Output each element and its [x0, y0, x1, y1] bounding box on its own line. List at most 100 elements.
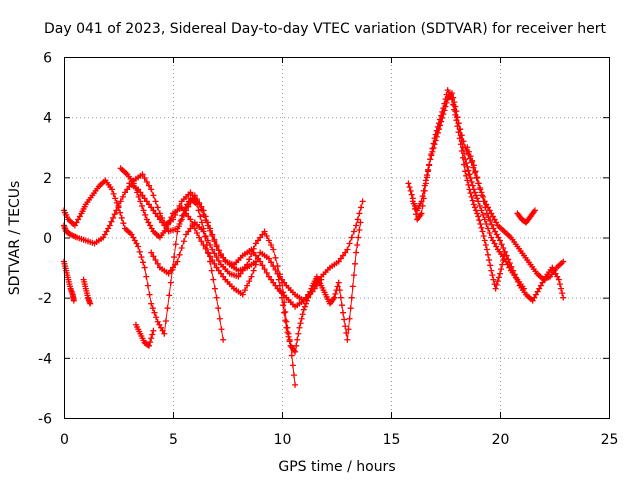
data-point-interp — [558, 285, 565, 292]
data-point-interp — [471, 204, 478, 211]
data-point — [549, 264, 556, 271]
data-point-interp — [494, 278, 501, 285]
data-point-interp — [439, 114, 446, 121]
data-point-interp — [207, 227, 214, 234]
data-point-interp — [348, 234, 355, 241]
data-point — [357, 219, 364, 226]
data-point — [139, 171, 146, 178]
data-point-interp — [191, 195, 198, 202]
data-point-interp — [176, 220, 183, 227]
y-tick-label: -6 — [38, 412, 52, 428]
data-point — [113, 207, 120, 214]
data-point-interp — [215, 267, 222, 274]
data-point-interp — [338, 302, 345, 309]
x-tick-label: 5 — [169, 432, 178, 448]
data-point-interp — [187, 199, 194, 206]
data-point-interp — [120, 220, 127, 227]
data-point-interp — [131, 237, 138, 244]
data-point-interp — [146, 201, 153, 208]
data-point-interp — [108, 218, 115, 225]
data-point-interp — [336, 287, 343, 294]
data-point-interp — [154, 260, 161, 267]
data-point-interp — [241, 287, 248, 294]
data-point-interp — [467, 175, 474, 182]
data-point-interp — [495, 234, 502, 241]
data-point-interp — [75, 216, 82, 223]
data-point-interp — [334, 283, 341, 290]
data-series — [61, 87, 567, 388]
data-point-interp — [171, 254, 178, 261]
data-point-interp — [341, 316, 348, 323]
data-point-interp — [145, 219, 152, 226]
data-point-interp — [474, 174, 481, 181]
data-point-interp — [112, 195, 119, 202]
data-point — [497, 270, 503, 277]
data-point — [279, 294, 285, 301]
data-point-interp — [304, 297, 311, 304]
data-point-interp — [272, 266, 279, 273]
data-point-interp — [505, 256, 512, 263]
data-point-interp — [152, 257, 159, 264]
data-point — [455, 120, 462, 127]
data-point-interp — [150, 253, 157, 260]
data-point-interp — [486, 229, 493, 236]
data-point — [464, 144, 471, 151]
data-point — [167, 279, 174, 286]
data-point-interp — [355, 234, 362, 241]
data-point-interp — [210, 276, 217, 283]
data-point-interp — [295, 330, 302, 337]
data-point-interp — [428, 152, 435, 159]
data-point-interp — [257, 234, 264, 241]
data-point-interp — [268, 276, 275, 283]
data-point — [488, 267, 495, 274]
data-point — [348, 294, 355, 301]
y-tick-label: -2 — [38, 291, 52, 307]
data-point — [435, 126, 442, 133]
y-tick-label: -4 — [38, 351, 52, 367]
data-point-interp — [110, 214, 117, 221]
data-point-interp — [250, 245, 257, 252]
data-point-interp — [187, 225, 194, 232]
data-point-interp — [193, 229, 200, 236]
data-point-interp — [285, 333, 292, 340]
data-point-interp — [350, 272, 357, 279]
data-point-interp — [437, 122, 444, 129]
data-point — [560, 294, 567, 301]
data-point-interp — [469, 197, 476, 204]
data-point-interp — [255, 255, 262, 262]
data-point-interp — [463, 172, 470, 179]
data-point-interp — [216, 315, 223, 322]
series-track-10 — [464, 144, 567, 304]
data-point-interp — [159, 327, 166, 334]
data-point-interp — [468, 178, 475, 185]
data-point — [405, 180, 412, 187]
data-point-interp — [117, 198, 124, 205]
data-point — [274, 270, 281, 277]
data-point-interp — [170, 264, 176, 271]
data-point-interp — [220, 254, 227, 261]
data-point-interp — [154, 213, 161, 220]
data-point — [265, 273, 272, 280]
data-point — [475, 213, 482, 220]
data-point-interp — [485, 225, 492, 232]
data-point-interp — [299, 311, 306, 318]
data-point-interp — [183, 210, 190, 217]
data-point-interp — [115, 202, 122, 209]
data-point-interp — [189, 222, 196, 229]
data-point-interp — [407, 187, 414, 194]
data-point-interp — [289, 362, 296, 369]
data-point-interp — [135, 193, 142, 200]
data-point-interp — [513, 275, 520, 282]
data-point-interp — [413, 211, 420, 218]
data-point-interp — [252, 261, 259, 268]
data-point-interp — [150, 192, 157, 199]
data-point-interp — [550, 267, 557, 274]
data-point-interp — [294, 336, 301, 343]
data-point — [531, 207, 538, 214]
data-point-interp — [255, 237, 262, 244]
data-point-interp — [110, 190, 117, 197]
data-point-interp — [209, 257, 216, 264]
data-point-interp — [458, 132, 465, 139]
data-point-interp — [307, 288, 314, 295]
data-point — [470, 162, 477, 169]
